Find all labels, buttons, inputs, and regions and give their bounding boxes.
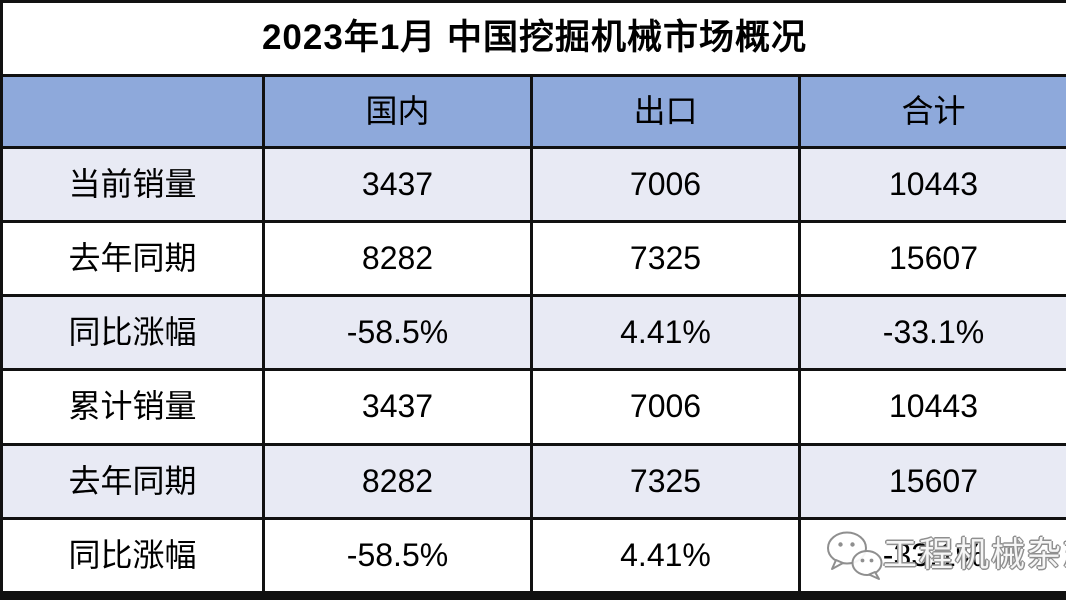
cell-domestic: 8282 [262, 220, 533, 298]
column-header-total: 合计 [798, 74, 1066, 150]
cell-total-value: -33.1% [882, 536, 985, 573]
table-row-yoy-change: 同比涨幅 -58.5% 4.41% -33.1% [0, 294, 1066, 372]
cell-export: 7006 [530, 368, 801, 446]
column-header-domestic: 国内 [262, 74, 533, 150]
row-label: 同比涨幅 [0, 516, 265, 600]
table-row-current-sales: 当前销量 3437 7006 10443 [0, 146, 1066, 224]
column-header-row: 国内 出口 合计 [0, 74, 1066, 150]
row-label: 累计销量 [0, 368, 265, 446]
cell-total: 15607 [798, 442, 1066, 520]
page-title: 2023年1月 中国挖掘机械市场概况 [0, 0, 1066, 78]
cell-total: -33.1% [798, 294, 1066, 372]
cell-export: 7325 [530, 442, 801, 520]
cell-domestic: -58.5% [262, 516, 533, 600]
cell-export: 7006 [530, 146, 801, 224]
table-row-last-year-same-period-cumulative: 去年同期 8282 7325 15607 [0, 442, 1066, 520]
table-row-last-year-same-period: 去年同期 8282 7325 15607 [0, 220, 1066, 298]
cell-domestic: -58.5% [262, 294, 533, 372]
cell-export: 7325 [530, 220, 801, 298]
title-row: 2023年1月 中国挖掘机械市场概况 [0, 0, 1066, 78]
cell-total: 10443 [798, 146, 1066, 224]
row-label: 同比涨幅 [0, 294, 265, 372]
cell-export: 4.41% [530, 294, 801, 372]
column-header-empty [0, 74, 265, 150]
row-label: 去年同期 [0, 442, 265, 520]
row-label: 去年同期 [0, 220, 265, 298]
table-row-yoy-change-cumulative: 同比涨幅 -58.5% 4.41% -33.1% [0, 516, 1066, 600]
cell-domestic: 3437 [262, 146, 533, 224]
table-row-cumulative-sales: 累计销量 3437 7006 10443 [0, 368, 1066, 446]
column-header-export: 出口 [530, 74, 801, 150]
wechat-icon [827, 531, 883, 581]
row-label: 当前销量 [0, 146, 265, 224]
cell-total: 10443 [798, 368, 1066, 446]
cell-total: 15607 [798, 220, 1066, 298]
cell-export: 4.41% [530, 516, 801, 600]
cell-domestic: 8282 [262, 442, 533, 520]
cell-domestic: 3437 [262, 368, 533, 446]
cell-total: -33.1% [798, 516, 1066, 600]
